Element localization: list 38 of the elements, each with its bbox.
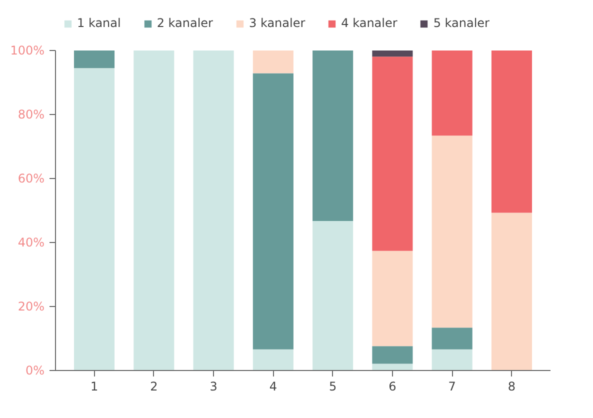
bar [432,136,472,328]
bar [74,68,115,370]
legend-label: 2 kanaler [156,16,213,30]
bar [372,50,413,57]
x-tick-label: 7 [448,380,456,394]
bar [74,50,115,68]
bar [432,349,472,370]
bar [252,73,294,350]
bar [372,56,413,251]
legend-label: 3 kanaler [249,16,306,30]
x-tick-label: 1 [90,380,98,394]
y-tick-label: 0% [25,364,45,378]
y-tick-label: 100% [10,44,45,58]
x-tick-label: 8 [508,380,516,394]
bar [252,349,294,370]
x-tick-label: 5 [329,380,337,394]
bar [312,221,354,370]
bar [193,50,234,370]
bar [134,50,174,370]
y-tick-label: 80% [18,108,44,122]
y-tick-label: 20% [18,300,44,314]
x-tick-label: 3 [210,380,218,394]
x-tick-label: 2 [150,380,158,394]
x-tick-label: 6 [388,380,396,394]
bar [432,328,472,350]
y-tick-label: 40% [18,236,44,250]
bar [432,50,472,136]
legend-label: 5 kanaler [433,16,490,30]
legend-label: 4 kanaler [341,16,398,30]
bar [491,212,532,370]
bar [372,250,413,346]
legend-label: 1 kanal [77,16,121,30]
y-tick-label: 60% [18,172,44,186]
bar [491,50,532,213]
bar [312,50,354,222]
x-tick-label: 4 [269,380,278,394]
bar [372,346,413,364]
bar [252,50,294,74]
